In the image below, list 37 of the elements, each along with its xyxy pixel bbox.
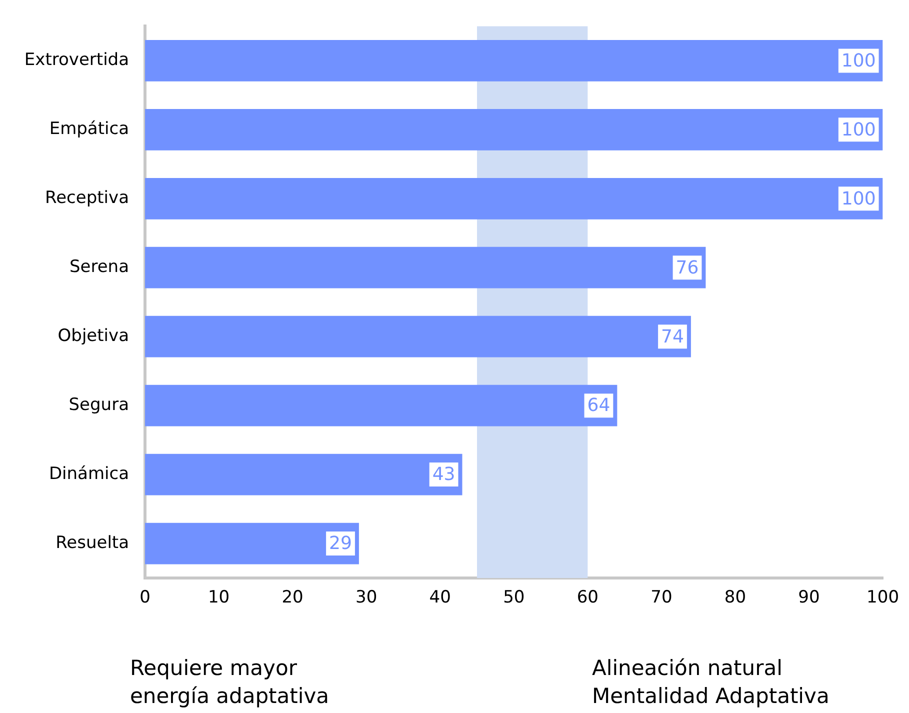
y-tick-label: Empática [49, 119, 129, 140]
data-label: 74 [661, 326, 684, 348]
bar [145, 246, 706, 288]
x-tick-label: 80 [724, 588, 746, 608]
data-label: 76 [676, 257, 699, 278]
text: Alineación natural Mentalidad Adaptativa [592, 655, 830, 710]
x-tick-label: 70 [650, 588, 672, 608]
bar [145, 384, 618, 426]
y-tick-label: Serena [69, 257, 129, 278]
data-label: 100 [841, 119, 876, 140]
text: Requiere mayor energía adaptativa [130, 655, 329, 710]
data-label: 29 [329, 533, 352, 554]
y-tick-label: Objetiva [58, 326, 129, 346]
bar [145, 40, 883, 82]
y-tick-label: Receptiva [45, 188, 129, 208]
y-tick-label: Segura [68, 394, 129, 415]
x-tick-label: 90 [798, 588, 820, 608]
data-label: 100 [841, 50, 876, 72]
data-label: 100 [841, 188, 876, 210]
data-label: 43 [432, 464, 456, 486]
y-tick-label: Extrovertida [24, 50, 129, 70]
bar [145, 454, 462, 496]
y-tick-label: Resuelta [56, 532, 129, 553]
y-tick-label: Dinámica [48, 464, 129, 484]
bar [145, 178, 883, 220]
x-tick-label: 40 [429, 588, 451, 608]
bar [145, 108, 883, 150]
x-tick-label: 100 [866, 588, 900, 608]
x-tick-label: 30 [356, 588, 378, 608]
x-tick-label: 10 [208, 588, 230, 608]
x-tick-label: 0 [140, 588, 150, 608]
x-tick-label: 50 [503, 588, 525, 608]
x-tick-label: 60 [576, 588, 598, 608]
x-tick-label: 20 [282, 588, 304, 608]
bar [145, 316, 691, 358]
data-label: 64 [587, 395, 610, 416]
bar [145, 522, 359, 564]
